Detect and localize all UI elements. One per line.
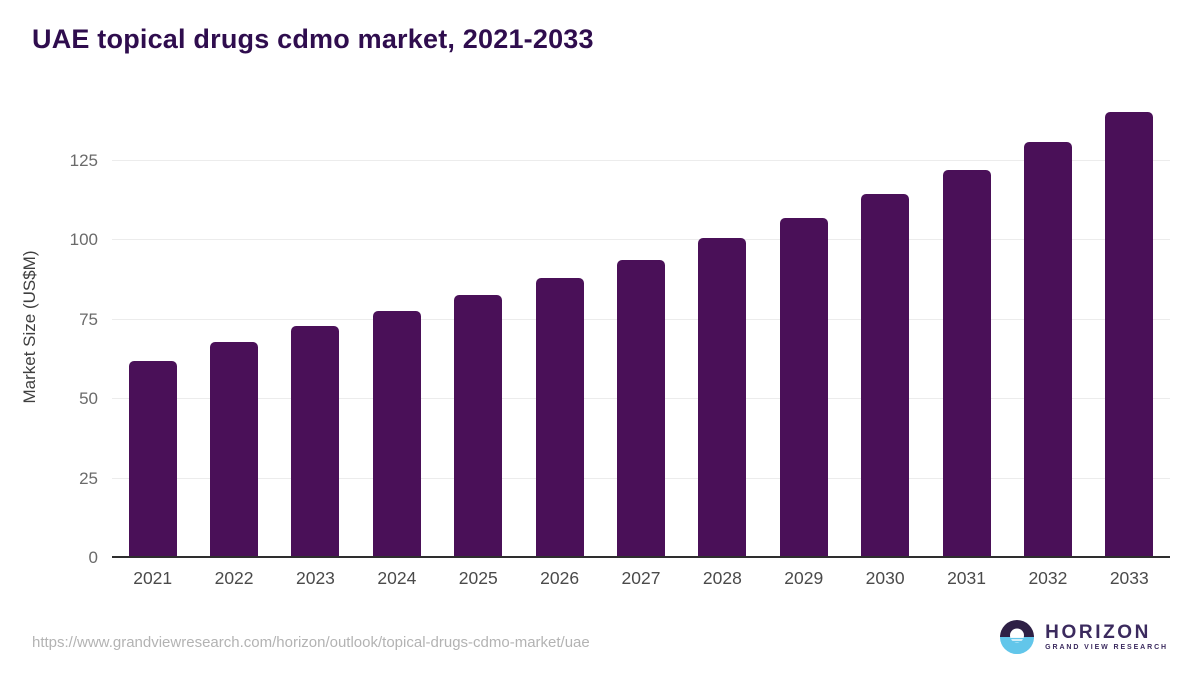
x-tick-label: 2033	[1109, 568, 1149, 588]
y-tick-label: 75	[79, 309, 98, 329]
x-tick-label: 2029	[784, 568, 824, 588]
bar-2029	[779, 217, 828, 558]
bar-2032	[1023, 141, 1072, 558]
bar-2031	[942, 169, 991, 558]
bar-2027	[617, 259, 665, 558]
y-tick-label: 100	[69, 230, 98, 250]
y-tick-label: 25	[79, 468, 98, 488]
bar-2026	[535, 278, 584, 558]
y-tick-label: 125	[69, 150, 98, 170]
bar-2024	[372, 310, 421, 558]
x-tick-label: 2032	[1028, 568, 1068, 588]
gridline	[112, 239, 1170, 241]
x-tick-label: 2022	[214, 568, 254, 588]
x-axis-line	[112, 556, 1170, 558]
x-tick-label: 2025	[458, 568, 498, 588]
x-tick-label: 2024	[377, 568, 417, 588]
x-tick-label: 2031	[947, 568, 986, 588]
x-tick-label: 2027	[621, 568, 661, 588]
horizon-logo-icon	[1000, 620, 1035, 654]
bar-2023	[291, 325, 340, 558]
bar-2028	[698, 238, 747, 558]
x-tick-label: 2023	[295, 568, 335, 588]
bar-2021	[128, 360, 177, 558]
x-tick-label: 2028	[702, 568, 742, 588]
bar-2022	[210, 341, 259, 558]
page-title: UAE topical drugs cdmo market, 2021-2033	[32, 24, 594, 54]
y-axis-label: Market Size (US$M)	[20, 250, 39, 404]
logo-title: HORIZON	[1045, 621, 1151, 643]
bar-chart-plot-area: 0 25 50 75 100 125	[70, 97, 1170, 567]
x-tick-label: 2030	[865, 568, 905, 588]
y-tick-label: 0	[88, 548, 98, 567]
logo-text: HORIZON GRAND VIEW RESEARCH	[1045, 621, 1168, 652]
bar-2025	[454, 294, 503, 558]
gridline	[112, 159, 1170, 161]
bar-2030	[861, 193, 910, 558]
x-tick-label: 2021	[133, 568, 173, 588]
horizon-logo: HORIZON GRAND VIEW RESEARCH	[1000, 620, 1168, 654]
x-tick-label: 2026	[540, 568, 580, 588]
x-axis-labels: 2021 2022 2023 2024 2025 2026 2027 2028 2029 2030…	[112, 568, 1170, 592]
bar-2033	[1105, 112, 1154, 558]
source-url: https://www.grandviewresearch.com/horizo…	[32, 634, 590, 651]
logo-subtitle: GRAND VIEW RESEARCH	[1045, 644, 1168, 652]
y-tick-label: 50	[79, 389, 98, 409]
